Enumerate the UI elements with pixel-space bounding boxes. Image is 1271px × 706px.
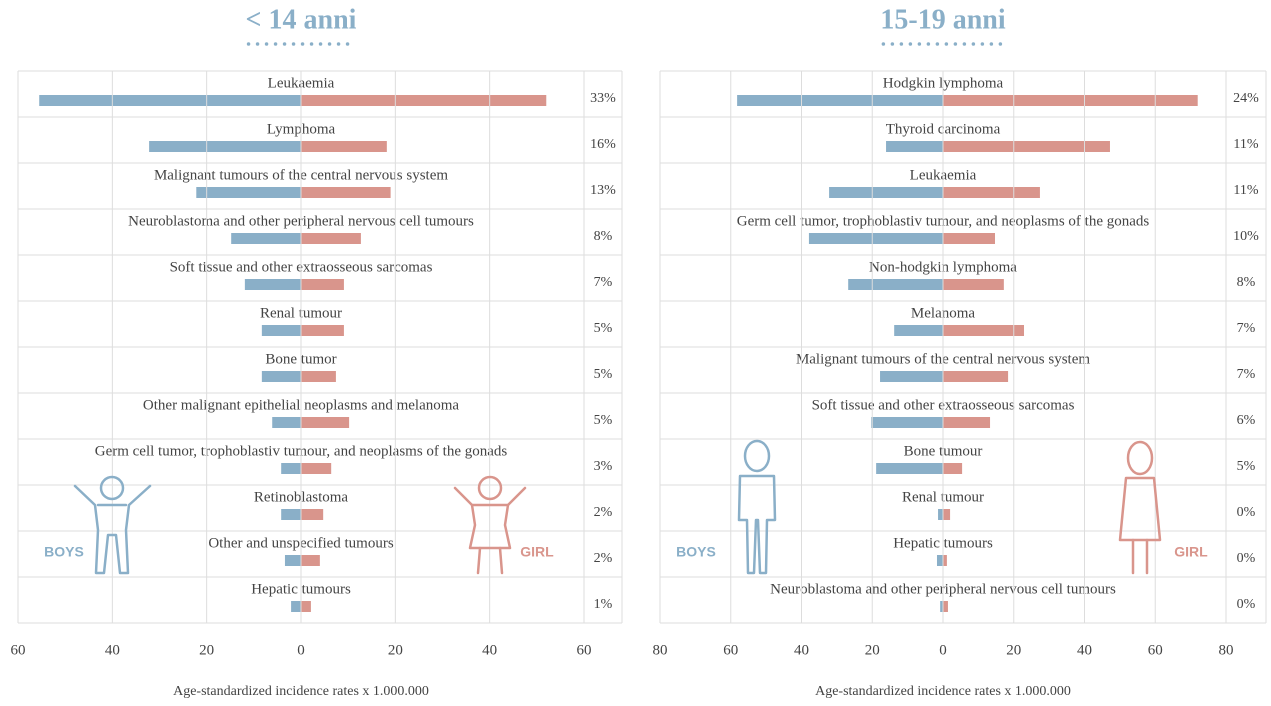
bar — [301, 187, 391, 198]
bar — [231, 233, 301, 244]
chart: GIRLBOYS0%Neuroblastoma and other periph… — [0, 0, 1271, 706]
share-label: 0% — [1237, 597, 1256, 612]
share-label: 5% — [594, 413, 613, 428]
bar — [301, 371, 336, 382]
x-tick-label: 60 — [723, 642, 738, 658]
x-tick-label: 60 — [1148, 642, 1163, 658]
share-label: 5% — [1237, 459, 1256, 474]
bar — [245, 279, 301, 290]
x-tick-label: 20 — [1006, 642, 1021, 658]
x-tick-label: 40 — [482, 642, 497, 658]
bar — [943, 463, 962, 474]
bar — [281, 463, 301, 474]
bar — [301, 279, 344, 290]
bar — [301, 463, 331, 474]
bar — [943, 509, 950, 520]
bar — [301, 555, 320, 566]
x-tick-label: 40 — [105, 642, 120, 658]
share-label: 11% — [1233, 183, 1258, 198]
x-tick-label: 60 — [11, 642, 26, 658]
share-label: 8% — [1237, 275, 1256, 290]
x-tick-label: 0 — [297, 642, 305, 658]
boy-icon — [739, 441, 775, 573]
bar — [196, 187, 301, 198]
bar — [149, 141, 301, 152]
legend-label: BOYS — [676, 544, 716, 560]
bar — [886, 141, 943, 152]
share-label: 7% — [594, 275, 613, 290]
bar — [281, 509, 301, 520]
x-tick-label: 80 — [653, 642, 668, 658]
bar — [301, 95, 546, 106]
bar — [943, 187, 1040, 198]
chart-title: 15-19 anni — [880, 4, 1005, 35]
bar — [301, 141, 387, 152]
bar — [943, 95, 1198, 106]
share-label: 24% — [1233, 91, 1259, 106]
x-axis-label: Age-standardized incidence rates x 1.000… — [173, 684, 429, 699]
bar — [943, 371, 1008, 382]
share-label: 33% — [590, 91, 616, 106]
share-label: 5% — [594, 321, 613, 336]
bar — [301, 417, 349, 428]
bar — [39, 95, 301, 106]
bar — [871, 417, 943, 428]
x-tick-label: 20 — [388, 642, 403, 658]
bar — [943, 325, 1024, 336]
share-label: 3% — [594, 459, 613, 474]
girl-icon — [1120, 442, 1160, 573]
x-tick-label: 40 — [794, 642, 809, 658]
bar — [809, 233, 943, 244]
legend-label: GIRL — [520, 544, 554, 560]
bar — [262, 371, 301, 382]
bar — [285, 555, 301, 566]
share-label: 0% — [1237, 551, 1256, 566]
share-label: 2% — [594, 505, 613, 520]
bar — [876, 463, 943, 474]
bar — [848, 279, 943, 290]
bar — [943, 601, 948, 612]
bar — [301, 233, 361, 244]
bar — [937, 555, 943, 566]
bar — [301, 509, 323, 520]
bar — [272, 417, 301, 428]
bar — [880, 371, 943, 382]
share-label: 5% — [594, 367, 613, 382]
x-tick-label: 0 — [939, 642, 947, 658]
bar — [737, 95, 943, 106]
x-tick-label: 60 — [577, 642, 592, 658]
share-label: 16% — [590, 137, 616, 152]
bar — [943, 279, 1004, 290]
share-label: 13% — [590, 183, 616, 198]
share-label: 8% — [594, 229, 613, 244]
x-tick-label: 80 — [1219, 642, 1234, 658]
bar — [943, 233, 995, 244]
bar — [938, 509, 943, 520]
x-tick-label: 20 — [199, 642, 214, 658]
bar — [943, 417, 990, 428]
bar — [829, 187, 943, 198]
chart-title: < 14 anni — [246, 4, 357, 35]
bar — [894, 325, 943, 336]
x-axis-label: Age-standardized incidence rates x 1.000… — [815, 684, 1071, 699]
legend-label: GIRL — [1174, 544, 1208, 560]
share-label: 2% — [594, 551, 613, 566]
legend-label: BOYS — [44, 544, 84, 560]
x-tick-label: 40 — [1077, 642, 1092, 658]
bar — [291, 601, 301, 612]
bar — [943, 555, 947, 566]
share-label: 1% — [594, 597, 613, 612]
share-label: 11% — [1233, 137, 1258, 152]
bar — [262, 325, 301, 336]
share-label: 7% — [1237, 321, 1256, 336]
share-label: 7% — [1237, 367, 1256, 382]
x-tick-label: 20 — [865, 642, 880, 658]
share-label: 6% — [1237, 413, 1256, 428]
share-label: 0% — [1237, 505, 1256, 520]
bar — [301, 325, 344, 336]
share-label: 10% — [1233, 229, 1259, 244]
bar — [301, 601, 311, 612]
